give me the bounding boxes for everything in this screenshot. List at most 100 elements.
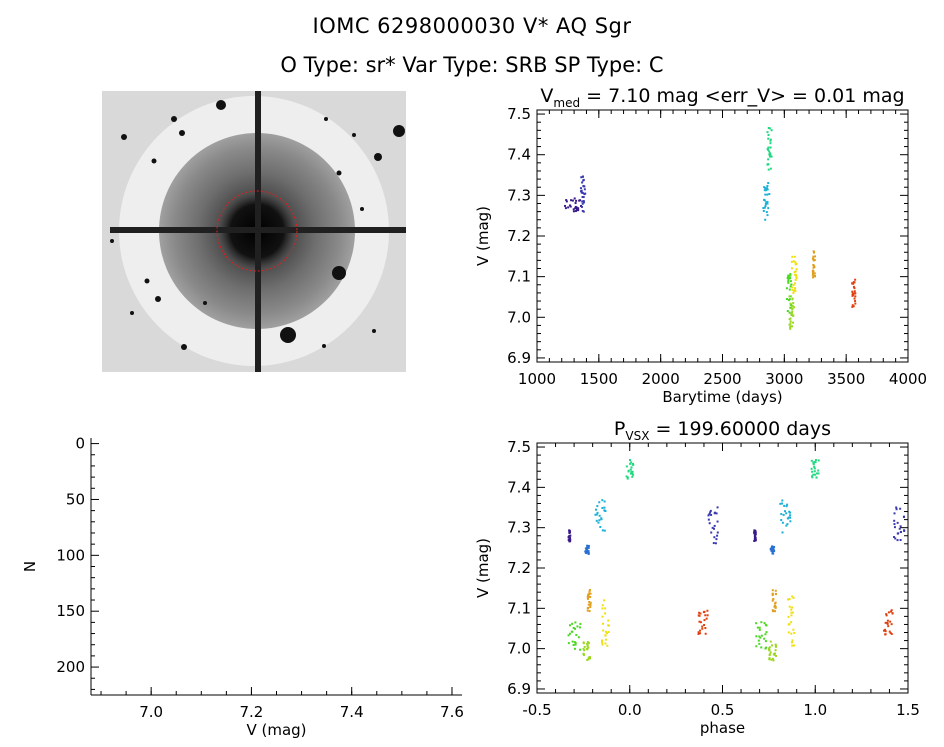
hist-ytick-label: 50 <box>66 490 85 508</box>
lc-point <box>789 302 792 305</box>
phase-point <box>589 605 592 608</box>
phase-point <box>781 499 784 502</box>
phase-point <box>588 601 591 604</box>
phase-point <box>625 465 628 468</box>
phase-point <box>601 499 604 502</box>
lc-point <box>793 282 796 285</box>
phase-point <box>627 469 630 472</box>
phase-point <box>886 622 889 625</box>
phase-point <box>884 621 887 624</box>
phase-point <box>570 630 573 633</box>
lc-point <box>575 206 578 209</box>
lc-point <box>854 300 857 303</box>
phase-ytick-label: 7.0 <box>507 640 531 658</box>
phase-point <box>569 534 572 537</box>
lc-point <box>763 198 766 201</box>
phase-series-3 <box>594 499 607 532</box>
lc-point <box>762 207 765 210</box>
lc-point <box>811 271 814 274</box>
lc-point <box>812 257 815 260</box>
phase-point <box>631 463 634 466</box>
lc-point <box>577 209 580 212</box>
phase-point <box>772 549 775 552</box>
phase-point <box>601 506 604 509</box>
lc-point <box>790 305 793 308</box>
phase-point <box>711 526 714 529</box>
sky-image <box>102 91 406 372</box>
phase-point <box>699 629 702 632</box>
phase-point <box>771 657 774 660</box>
phase-point <box>586 645 589 648</box>
lc-point <box>789 322 792 325</box>
phase-point <box>769 547 772 550</box>
phase-point <box>594 513 597 516</box>
phase-point <box>574 621 577 624</box>
phase-point <box>604 510 607 513</box>
phase-point <box>814 473 817 476</box>
phase-point <box>786 517 789 520</box>
phase-point <box>589 657 592 660</box>
phase-point <box>774 592 777 595</box>
phase-point <box>595 508 598 511</box>
phase-point <box>568 632 571 635</box>
lc-point <box>812 265 815 268</box>
phase-point <box>768 654 771 657</box>
phase-point <box>716 531 719 534</box>
lc-point <box>793 271 796 274</box>
lc-xtick-label: 1000 <box>518 370 556 388</box>
phase-series-8 <box>586 588 592 613</box>
phase-point <box>599 525 602 528</box>
lc-point <box>851 290 854 293</box>
lc-point <box>582 201 585 204</box>
phase-point <box>793 631 796 634</box>
lc-point <box>579 199 582 202</box>
phase-series-13 <box>779 499 792 534</box>
phase-point <box>712 527 715 530</box>
phase-point <box>771 545 774 548</box>
phase-point <box>699 612 702 615</box>
lc-point <box>569 205 572 208</box>
lc-point <box>574 207 577 210</box>
lc-point <box>791 288 794 291</box>
phase-point <box>885 614 888 617</box>
lc-point <box>793 255 796 258</box>
phase-point <box>775 654 778 657</box>
lc-ytick-label: 6.9 <box>507 349 531 367</box>
phase-point <box>784 510 787 513</box>
phase-point <box>791 606 794 609</box>
lc-point <box>574 210 577 213</box>
phase-point <box>884 628 887 631</box>
phase-point <box>896 532 899 535</box>
phase-point <box>576 625 579 628</box>
lc-point <box>794 270 797 273</box>
lc-axes: 1000 1500 2000 2500 3000 3500 4000 6.9 7.0 7.1 7.2… <box>474 85 927 406</box>
phase-point <box>811 475 814 478</box>
phase-point <box>598 519 601 522</box>
lc-xlabel: Barytime (days) <box>662 388 782 406</box>
lc-point <box>770 129 773 132</box>
phase-point <box>629 468 632 471</box>
phase-point <box>587 658 590 661</box>
phase-point <box>813 467 816 470</box>
phase-point <box>754 536 757 539</box>
phase-point <box>889 631 892 634</box>
lc-point <box>583 185 586 188</box>
lc-point <box>792 283 795 286</box>
phase-point <box>583 645 586 648</box>
lc-point <box>767 146 770 149</box>
lc-point <box>811 270 814 273</box>
phase-point <box>774 645 777 648</box>
phase-point <box>771 589 774 592</box>
phase-title: PVSX = 199.60000 days <box>614 418 831 443</box>
lc-point <box>574 202 577 205</box>
phase-point <box>604 630 607 633</box>
phase-point <box>704 632 707 635</box>
phase-point <box>791 644 794 647</box>
hist-xtick-label: 7.2 <box>240 703 264 721</box>
lc-point <box>794 278 797 281</box>
phase-point <box>772 548 775 551</box>
phase-point <box>632 473 635 476</box>
phase-point <box>704 614 707 617</box>
phase-point <box>817 472 820 475</box>
lc-point <box>852 282 855 285</box>
